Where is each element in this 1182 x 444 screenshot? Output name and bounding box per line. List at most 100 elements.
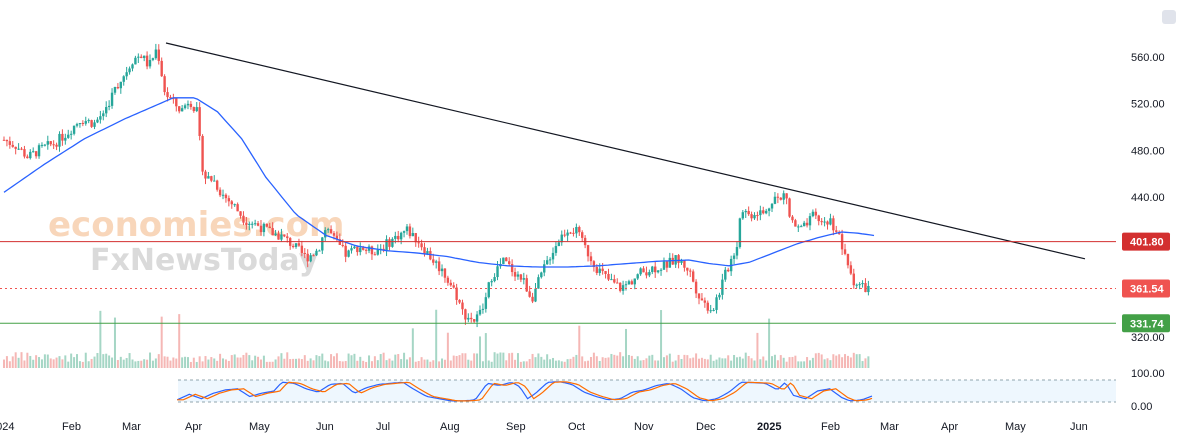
volume-bar xyxy=(750,358,753,368)
time-tick-label: May xyxy=(249,421,270,433)
volume-bar xyxy=(449,360,452,368)
candle-body xyxy=(855,284,858,286)
candle-body xyxy=(213,180,216,182)
candle-body xyxy=(759,210,762,216)
candle-body xyxy=(230,201,233,205)
volume-bar xyxy=(309,358,312,368)
volume-bar xyxy=(458,355,461,368)
candle-body xyxy=(572,232,575,234)
candle-body xyxy=(554,246,558,253)
volume-bar xyxy=(832,354,835,368)
candle-body xyxy=(338,239,342,245)
volume-bar xyxy=(38,357,41,368)
volume-bar xyxy=(578,325,581,368)
volume-bar xyxy=(478,336,481,368)
candle-body xyxy=(347,250,350,257)
candle-body xyxy=(163,76,166,93)
volume-bar xyxy=(58,356,61,368)
candle-body xyxy=(440,268,444,272)
volume-bar xyxy=(776,360,779,368)
candle-body xyxy=(627,281,631,285)
candle-body xyxy=(399,232,403,240)
candle-body xyxy=(522,278,526,280)
volume-bar xyxy=(531,353,534,368)
candle-body xyxy=(735,247,739,256)
volume-bar xyxy=(443,359,446,368)
candle-body xyxy=(221,194,225,196)
volume-bar xyxy=(189,361,192,368)
volume-bar xyxy=(338,361,341,368)
volume-bar xyxy=(84,352,87,368)
oscillator-tick-label: 0.00 xyxy=(1131,401,1152,413)
volume-bar xyxy=(680,358,683,368)
candle-body xyxy=(744,210,747,213)
volume-bar xyxy=(233,354,236,368)
candle-body xyxy=(107,105,111,108)
candle-body xyxy=(102,113,105,117)
volume-bar xyxy=(835,355,838,368)
candle-body xyxy=(93,122,96,127)
volume-bar xyxy=(841,357,844,368)
volume-bar xyxy=(76,354,79,368)
volume-bar xyxy=(595,356,598,368)
candle-body xyxy=(464,309,467,320)
volume-bar xyxy=(330,354,333,368)
candle-body xyxy=(329,229,333,234)
candle-body xyxy=(113,87,117,93)
candle-body xyxy=(654,266,657,273)
volume-bar xyxy=(405,359,408,368)
volume-bar xyxy=(303,355,306,368)
volume-bar xyxy=(257,356,260,368)
candle-body xyxy=(157,49,160,61)
volume-bar xyxy=(335,353,338,368)
candle-body xyxy=(557,242,561,247)
candle-body xyxy=(78,122,82,125)
candle-body xyxy=(43,144,47,146)
candle-body xyxy=(17,148,20,150)
volume-bar xyxy=(292,358,295,368)
volume-bar xyxy=(353,353,356,368)
volume-bar xyxy=(210,357,213,368)
candle-body xyxy=(23,149,26,157)
volume-bar xyxy=(660,310,663,368)
volume-bar xyxy=(747,356,750,368)
volume-bar xyxy=(324,360,327,368)
volume-bar xyxy=(222,358,225,368)
candle-body xyxy=(642,268,645,273)
volume-bar xyxy=(382,352,385,368)
volume-bar xyxy=(771,356,774,368)
volume-bar xyxy=(385,360,388,368)
candle-body xyxy=(166,92,169,98)
volume-bar xyxy=(52,359,55,368)
time-tick-label: Jun xyxy=(1070,421,1088,433)
candle-body xyxy=(105,107,108,114)
volume-bar xyxy=(271,361,274,368)
volume-bar xyxy=(122,359,125,368)
candle-body xyxy=(195,107,198,112)
volume-bar xyxy=(473,353,476,368)
volume-bar xyxy=(636,356,639,368)
volume-bar xyxy=(64,355,67,368)
candle-body xyxy=(286,236,289,239)
volume-bar xyxy=(581,356,584,368)
candle-body xyxy=(694,281,698,294)
candle-body xyxy=(607,273,610,280)
volume-bar xyxy=(26,352,29,368)
volume-bar xyxy=(321,353,324,368)
volume-bar xyxy=(773,354,776,368)
candlestick-series xyxy=(2,43,870,328)
volume-bar xyxy=(441,358,444,368)
volume-bar xyxy=(633,358,636,368)
candle-body xyxy=(14,146,17,149)
candle-body xyxy=(204,171,207,179)
candle-body xyxy=(578,227,581,233)
candle-body xyxy=(481,308,485,310)
scroll-to-top-button[interactable] xyxy=(1162,10,1176,24)
volume-bar xyxy=(552,357,555,368)
volume-bar xyxy=(207,359,210,368)
candle-body xyxy=(797,226,800,228)
volume-bar xyxy=(735,357,738,368)
candle-body xyxy=(794,220,797,227)
candle-body xyxy=(545,260,549,265)
volume-bar xyxy=(844,354,847,368)
